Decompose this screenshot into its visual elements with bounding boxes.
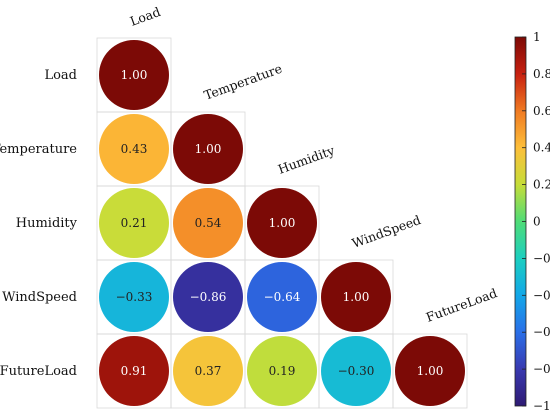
row-label-windspeed: WindSpeed [2, 290, 77, 305]
corr-circle-humidity-load [99, 188, 169, 258]
column-label-load: Load [128, 4, 163, 29]
corr-value-load-load: 1.00 [121, 68, 148, 82]
corr-value-futureload-load: 0.91 [121, 364, 148, 378]
corr-circle-futureload-humidity [247, 336, 317, 406]
value-layer: 1.00 0.43 1.00 0.21 0.54 1.00 −0.33 −0.86 −0.64 1… [116, 68, 444, 378]
colorbar-tick-label: 0.4 [533, 141, 550, 155]
row-label-futureload: FutureLoad [0, 364, 77, 379]
corr-value-humidity-temperature: 0.54 [195, 216, 222, 230]
column-label-futureload: FutureLoad [424, 285, 499, 325]
row-label-temperature: Temperature [0, 142, 77, 157]
column-label-windspeed: WindSpeed [350, 212, 423, 251]
colorbar-tick-label: −0.2 [533, 251, 550, 265]
corr-circle-windspeed-humidity [247, 262, 317, 332]
corr-value-windspeed-humidity: −0.64 [264, 290, 301, 304]
colorbar-ticks: 1 0.8 0.6 0.4 0.2 0 −0.2 −0.4 −0.6 −0.8 −1 [522, 30, 550, 413]
corr-value-temperature-temperature: 1.00 [195, 142, 222, 156]
corr-circle-futureload-windspeed [321, 336, 391, 406]
grid-layer [96, 37, 468, 409]
corr-value-humidity-load: 0.21 [121, 216, 148, 230]
colorbar-tick-label: −1 [533, 399, 550, 413]
colorbar-tick-label: −0.8 [533, 362, 550, 376]
corr-circle-windspeed-load [99, 262, 169, 332]
row-label-load: Load [44, 68, 77, 83]
row-labels: Load Temperature Humidity WindSpeed FutureLo… [0, 68, 78, 379]
row-label-humidity: Humidity [16, 216, 78, 231]
colorbar-tick-label: 0.2 [533, 178, 550, 192]
corr-value-windspeed-load: −0.33 [116, 290, 153, 304]
corr-value-humidity-humidity: 1.00 [269, 216, 296, 230]
corr-circle-futureload-temperature [173, 336, 243, 406]
corr-circle-load-load [99, 40, 169, 110]
corr-value-windspeed-windspeed: 1.00 [343, 290, 370, 304]
corr-circle-temperature-load [99, 114, 169, 184]
colorbar: 1 0.8 0.6 0.4 0.2 0 −0.2 −0.4 −0.6 −0.8 −1 [514, 30, 550, 413]
corr-circle-futureload-load [99, 336, 169, 406]
column-label-temperature: Temperature [202, 61, 284, 103]
colorbar-tick-label: −0.4 [533, 288, 550, 302]
colorbar-tick-label: 0.6 [533, 104, 550, 118]
corr-circle-futureload-futureload [395, 336, 465, 406]
grid-cell-futureload-futureload [392, 333, 468, 409]
corr-circle-windspeed-windspeed [321, 262, 391, 332]
corr-value-temperature-load: 0.43 [121, 142, 148, 156]
corr-circle-humidity-humidity [247, 188, 317, 258]
corr-circle-temperature-temperature [173, 114, 243, 184]
corr-value-futureload-futureload: 1.00 [417, 364, 444, 378]
corr-value-windspeed-temperature: −0.86 [190, 290, 227, 304]
colorbar-tick-label: 0.8 [533, 67, 550, 81]
corr-circle-humidity-temperature [173, 188, 243, 258]
corr-circle-windspeed-temperature [173, 262, 243, 332]
circle-layer [99, 40, 465, 406]
corr-value-futureload-humidity: 0.19 [269, 364, 296, 378]
colorbar-tick-label: −0.6 [533, 325, 550, 339]
corr-value-futureload-temperature: 0.37 [195, 364, 222, 378]
colorbar-tick-label: 0 [533, 215, 541, 229]
colorbar-tick-label: 1 [533, 30, 541, 44]
corr-value-futureload-windspeed: −0.30 [338, 364, 375, 378]
column-label-humidity: Humidity [276, 142, 337, 177]
